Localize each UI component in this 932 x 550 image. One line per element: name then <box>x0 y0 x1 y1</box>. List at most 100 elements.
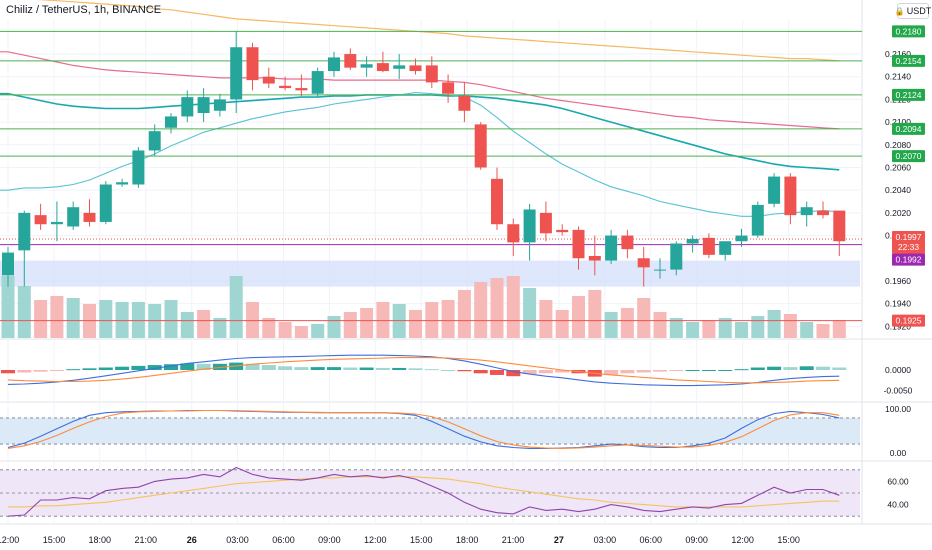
volume-bar <box>816 324 830 338</box>
volume-bar <box>604 312 618 338</box>
volume-bar <box>164 300 178 338</box>
volume-bar <box>311 324 325 338</box>
volume-bar <box>555 310 569 338</box>
volume-bar <box>653 312 667 338</box>
price-level-tag <box>892 54 925 67</box>
currency-button[interactable]: 🔒 USDT <box>895 3 931 19</box>
candle-body <box>165 116 177 128</box>
macd-histogram-bar <box>82 368 97 370</box>
candle-body <box>230 47 243 100</box>
volume-bar <box>131 302 145 338</box>
price-level-tag <box>892 150 925 163</box>
price-tick-label: 0.2020 <box>885 208 911 218</box>
candle-body <box>262 76 275 84</box>
volume-bar <box>278 322 292 338</box>
candle-body <box>393 65 406 69</box>
macd-histogram-bar <box>750 367 765 370</box>
macd-histogram-bar <box>1 370 15 374</box>
macd-histogram-bar <box>473 370 488 374</box>
candle-body <box>67 207 80 227</box>
macd-histogram-bar <box>604 370 619 375</box>
volume-bar <box>294 326 308 338</box>
rsi-ma-line <box>8 476 840 508</box>
candle-body <box>572 229 585 259</box>
candle-body <box>702 237 715 255</box>
volume-bar <box>425 302 439 338</box>
price-tick-label: 0.2140 <box>885 72 911 82</box>
macd-histogram-bar <box>832 367 847 370</box>
volume-bar <box>246 302 259 338</box>
volume-bar <box>832 320 846 338</box>
countdown-label: 22:33 <box>898 242 920 252</box>
volume-bar <box>17 286 31 338</box>
volume-bar <box>800 322 814 338</box>
candle-body <box>148 131 161 151</box>
volume-bar <box>767 310 781 338</box>
candle-body <box>213 99 226 111</box>
candle-body <box>34 215 47 225</box>
candle-body <box>458 96 471 111</box>
volume-bar <box>637 298 651 338</box>
macd-histogram-bar <box>490 370 504 375</box>
macd-histogram-bar <box>457 370 472 372</box>
price-level-label: 0.2154 <box>896 56 922 66</box>
candle-body <box>817 210 829 216</box>
candle-body <box>181 97 194 117</box>
stoch-tick-label: 0.00 <box>890 448 907 458</box>
volume-bar <box>702 320 716 338</box>
macd-histogram-bar <box>653 370 667 372</box>
time-tick-label: 15:00 <box>43 535 66 545</box>
candle-body <box>474 124 487 168</box>
volume-bar <box>229 276 243 338</box>
volume-bar <box>213 318 227 338</box>
macd-histogram-bar <box>131 365 146 370</box>
rsi-tick-label: 40.00 <box>887 500 909 510</box>
macd-histogram-bar <box>278 366 293 370</box>
volume-bar <box>718 318 732 338</box>
second-price-label: 0.1992 <box>896 255 922 265</box>
stoch-tick-label: 100.00 <box>885 404 911 414</box>
macd-histogram-bar <box>327 367 341 370</box>
macd-line <box>7 354 840 387</box>
volume-bar <box>539 300 553 338</box>
macd-histogram-bar <box>49 370 64 371</box>
volume-bar <box>360 308 374 338</box>
volume-bar <box>751 316 765 338</box>
macd-histogram-bar <box>180 363 195 370</box>
volume-bar <box>376 302 390 338</box>
volume-bar <box>343 312 357 338</box>
candle-body <box>588 255 601 261</box>
candle-body <box>637 258 650 268</box>
price-level-tag <box>892 25 925 38</box>
volume-bar <box>99 300 113 338</box>
volume-bar <box>197 310 211 338</box>
time-tick-label: 06:00 <box>272 535 295 545</box>
volume-bar <box>327 316 341 338</box>
candle-body <box>784 176 797 216</box>
macd-histogram-bar <box>701 370 716 371</box>
time-tick-label: 12:00 <box>731 535 754 545</box>
time-tick-label: 06:00 <box>639 535 662 545</box>
candle-body <box>507 224 520 243</box>
candle-body <box>686 238 699 244</box>
candle-body <box>246 47 259 81</box>
macd-histogram-bar <box>783 367 798 370</box>
candle-body <box>279 85 292 89</box>
macd-histogram-bar <box>620 370 635 374</box>
macd-histogram-bar <box>767 366 782 370</box>
macd-histogram-bar <box>164 364 178 370</box>
price-tick-label: 0.2060 <box>885 162 911 172</box>
volume-bar <box>669 318 683 338</box>
volume-bar <box>588 290 602 338</box>
candle-body <box>523 209 536 243</box>
macd-histogram-bar <box>424 369 439 371</box>
candle-body <box>116 182 129 185</box>
time-tick-label: 21:00 <box>502 535 525 545</box>
volume-bar <box>523 288 537 338</box>
macd-histogram-bar <box>685 370 700 371</box>
macd-histogram-bar <box>636 370 651 373</box>
macd-histogram-bar <box>555 370 570 373</box>
support-zone <box>0 260 860 287</box>
